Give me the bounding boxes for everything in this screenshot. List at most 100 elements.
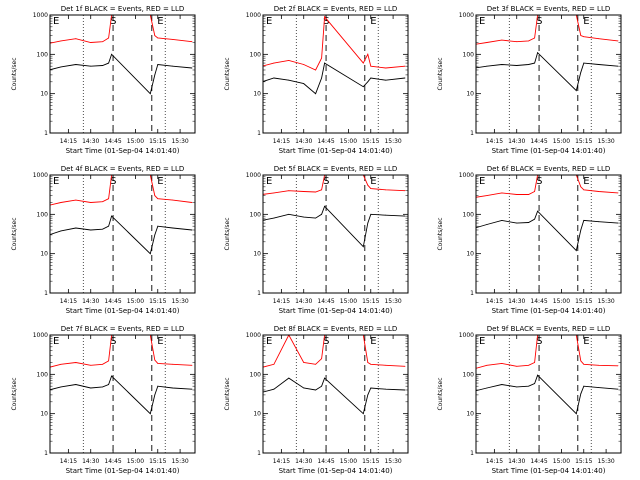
events-point [404, 215, 406, 217]
y-tick-label: 1 [44, 130, 48, 137]
x-tick-label: 15:00 [127, 458, 144, 465]
events-point [157, 64, 159, 65]
lld-point [262, 66, 263, 67]
lld-point [108, 360, 109, 362]
x-tick-label: 14:30 [295, 458, 312, 465]
x-axis-label: Start Time (01-Sep-04 14:01:40) [492, 467, 606, 475]
events-point [367, 81, 369, 83]
lld-point [108, 198, 109, 200]
events-point [580, 71, 582, 73]
events-point [475, 390, 476, 391]
events-point [90, 229, 92, 231]
lld-point [303, 191, 305, 192]
lld-point [191, 41, 193, 43]
lld-point [617, 192, 619, 194]
events-point [324, 62, 325, 64]
lld-point [60, 40, 62, 42]
marker-label: E [157, 176, 163, 187]
plot-frame [475, 174, 622, 294]
x-tick-label: 15:30 [171, 458, 188, 465]
x-tick-label: 15:30 [171, 138, 188, 145]
events-point [321, 213, 322, 215]
lld-point [154, 35, 156, 36]
plot-frame [49, 334, 196, 454]
y-tick-label: 1 [44, 290, 48, 297]
marker-label: E [479, 176, 485, 187]
lld-point [580, 35, 582, 36]
marker-label: E [53, 16, 59, 27]
x-tick-label: 15:30 [384, 458, 401, 465]
x-tick-label: 14:15 [273, 458, 290, 465]
events-point [172, 227, 174, 229]
x-tick-label: 15:15 [362, 138, 379, 145]
events-point [362, 413, 364, 415]
lld-point [262, 194, 263, 195]
events-point [157, 225, 159, 227]
x-tick-label: 14:15 [60, 298, 77, 305]
x-tick-label: 15:00 [553, 298, 570, 305]
lld-point [598, 38, 600, 40]
events-point [154, 234, 156, 236]
x-tick-label: 14:45 [317, 138, 334, 145]
events-point [191, 229, 193, 231]
x-tick-label: 15:30 [597, 298, 614, 305]
marker-label: S [323, 176, 329, 187]
lld-point [501, 39, 503, 41]
events-point [172, 387, 174, 389]
y-tick-label: 1000 [246, 332, 261, 339]
lld-point [598, 191, 600, 192]
events-point [149, 93, 151, 95]
y-tick-label: 1000 [33, 332, 48, 339]
marker-label: E [583, 176, 589, 187]
y-tick-label: 1 [470, 450, 474, 457]
x-tick-label: 14:45 [104, 298, 121, 305]
lld-point [273, 363, 275, 365]
x-tick-label: 14:45 [530, 138, 547, 145]
x-tick-label: 15:15 [362, 298, 379, 305]
lld-point [367, 184, 369, 186]
x-tick-label: 14:45 [317, 298, 334, 305]
lld-point [534, 37, 535, 39]
events-point [598, 64, 600, 65]
y-tick-label: 100 [250, 51, 262, 58]
lld-series-line [476, 175, 619, 198]
y-tick-label: 100 [463, 371, 475, 378]
lld-point [154, 195, 156, 196]
detector-panel: Det 7f BLACK = Events, RED = LLD Counts/s… [11, 325, 196, 475]
lld-point [102, 41, 104, 43]
y-axis-label: Counts/sec [11, 377, 18, 410]
y-tick-label: 1 [44, 450, 48, 457]
lld-point [580, 360, 582, 362]
y-tick-label: 1000 [33, 12, 48, 19]
events-point [108, 384, 109, 385]
events-point [617, 222, 619, 224]
plot-frame [49, 174, 196, 294]
lld-point [102, 201, 104, 203]
events-point [321, 385, 322, 387]
events-point [303, 216, 305, 218]
lld-point [154, 359, 156, 361]
lld-point [528, 40, 530, 42]
lld-point [385, 67, 387, 69]
lld-point [475, 197, 476, 198]
y-axis-label: Counts/sec [11, 57, 18, 90]
lld-point [486, 42, 488, 43]
lld-point [75, 199, 77, 201]
lld-point [583, 363, 585, 365]
panel-title: Det 9f BLACK = Events, RED = LLD [487, 325, 610, 333]
events-point [370, 77, 372, 79]
events-point [575, 90, 577, 91]
events-point [475, 228, 476, 229]
events-point [367, 394, 369, 396]
x-tick-label: 15:00 [553, 138, 570, 145]
events-point [580, 393, 582, 395]
lld-point [486, 195, 488, 196]
marker-label: S [536, 16, 542, 27]
lld-point [321, 358, 322, 360]
x-tick-label: 14:45 [104, 138, 121, 145]
y-tick-label: 1000 [459, 332, 474, 339]
events-series-line [263, 377, 406, 415]
events-point [367, 222, 369, 224]
panel-title: Det 8f BLACK = Events, RED = LLD [274, 325, 397, 333]
y-tick-label: 10 [466, 251, 474, 258]
